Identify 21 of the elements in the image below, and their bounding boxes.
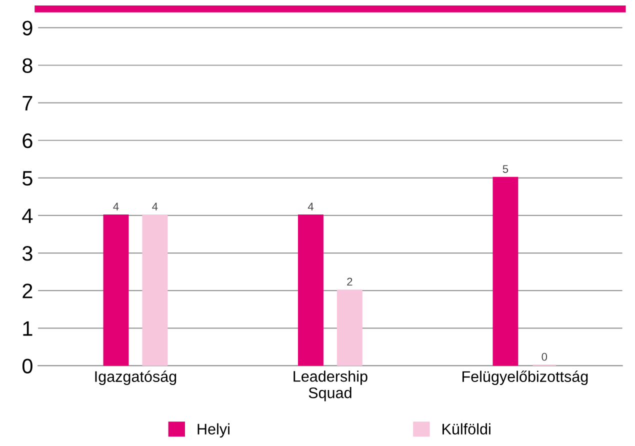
x-tick-label: Leadership Squad: [294, 370, 368, 402]
y-tick-label: 2: [22, 284, 32, 298]
x-tick-label: Igazgatóság: [95, 370, 176, 385]
y-tick-label: 5: [22, 171, 32, 186]
x-tick-label: Felügyelőbizottság: [462, 370, 588, 385]
legend-label: Külföldi: [442, 423, 490, 435]
data-label: 4: [308, 202, 314, 210]
y-tick-label: 0: [22, 358, 32, 374]
y-tick-label: 1: [23, 321, 32, 336]
y-tick-label: 7: [22, 96, 32, 110]
data-label: 0: [542, 352, 548, 361]
y-tick-label: 3: [22, 246, 32, 261]
y-tick-label: 8: [22, 58, 32, 74]
data-label: 4: [113, 202, 119, 210]
y-tick-label: 9: [22, 20, 32, 36]
legend-label: Helyi: [198, 423, 230, 438]
data-label: 4: [152, 202, 158, 210]
y-tick-label: 4: [22, 208, 33, 224]
data-label: 2: [347, 278, 352, 286]
data-label: 5: [502, 165, 508, 173]
y-tick-label: 6: [22, 133, 32, 148]
